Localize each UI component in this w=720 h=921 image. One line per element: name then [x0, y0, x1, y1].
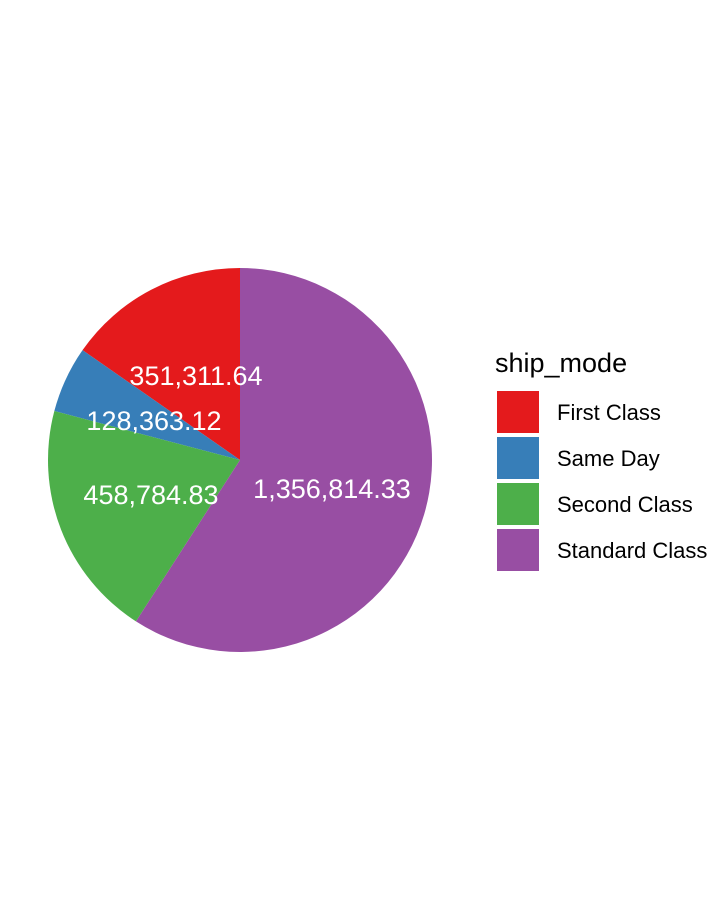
slice-label-first-class: 351,311.64: [129, 361, 262, 391]
pie-slice-second-class: [47, 411, 240, 622]
legend-label-standard-class: Standard Class: [557, 538, 707, 563]
legend: ship_mode First Class Same Day Second Clas…: [495, 348, 707, 571]
pie-slice-same-day: [54, 350, 241, 460]
legend-label-first-class: First Class: [557, 400, 661, 425]
legend-title: ship_mode: [495, 348, 627, 378]
legend-item-standard-class: Standard Class: [497, 529, 707, 571]
legend-swatch-second-class: [497, 483, 539, 525]
legend-swatch-same-day: [497, 437, 539, 479]
slice-label-same-day: 128,363.12: [86, 406, 221, 436]
pie-slice-first-class: [82, 268, 240, 460]
legend-swatch-standard-class: [497, 529, 539, 571]
slice-label-standard-class: 1,356,814.33: [253, 474, 411, 504]
pie-slice-standard-class: [135, 268, 433, 652]
legend-label-same-day: Same Day: [557, 446, 660, 471]
legend-item-same-day: Same Day: [497, 437, 660, 479]
legend-label-second-class: Second Class: [557, 492, 693, 517]
slice-label-second-class: 458,784.83: [83, 480, 218, 510]
pie-slices: [47, 268, 433, 652]
legend-items: First Class Same Day Second Class Standard …: [497, 391, 707, 571]
legend-item-second-class: Second Class: [497, 483, 693, 525]
legend-swatch-first-class: [497, 391, 539, 433]
legend-item-first-class: First Class: [497, 391, 661, 433]
slice-labels: 351,311.64 128,363.12 458,784.83 1,356,814.…: [83, 361, 410, 510]
